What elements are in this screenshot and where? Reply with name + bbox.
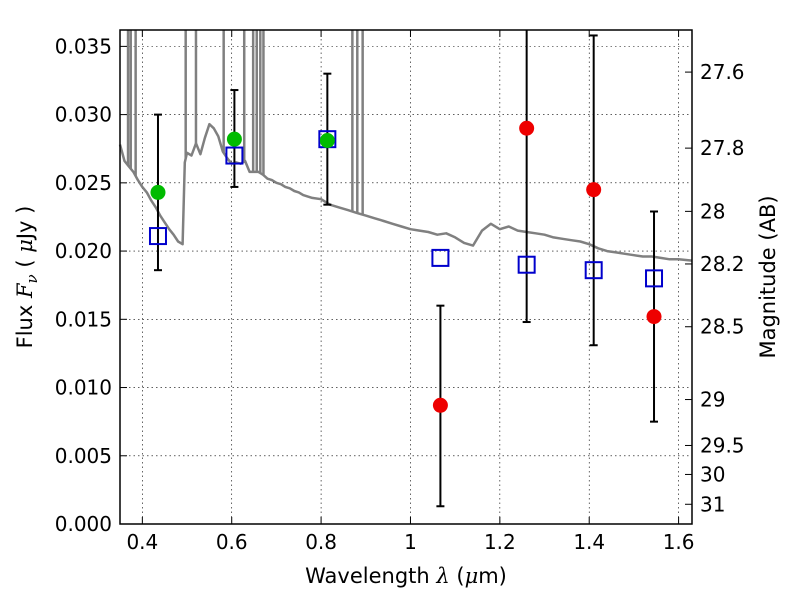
y2-tick-label: 29.5 <box>700 433 745 457</box>
ticks <box>120 30 692 525</box>
model-band-square <box>645 269 664 288</box>
y2-tick-label: 28.5 <box>700 315 745 339</box>
plot-frame <box>119 29 693 525</box>
y2-axis-title: Magnitude (AB) <box>756 195 780 358</box>
observed-markers <box>150 120 662 413</box>
y2-tick-label: 30 <box>700 462 725 486</box>
y-axis-symbol: F <box>13 282 37 299</box>
x-tick-label: 1 <box>404 530 417 554</box>
y-axis-title: Flux Fν ( μJy ) <box>13 206 41 349</box>
model-band-markers <box>148 130 664 288</box>
x-tick-label: 0.8 <box>305 530 337 554</box>
y-tick-label: 0.015 <box>55 307 112 331</box>
grid <box>120 30 692 525</box>
errorbars <box>153 30 659 508</box>
x-tick-label: 1.2 <box>484 530 516 554</box>
y2-tick-label: 28 <box>700 199 725 223</box>
x-axis-title: Wavelength λ (μm) <box>305 564 507 588</box>
y-axis-symbol-subscript: ν <box>23 274 41 283</box>
y2-tick-label: 27.6 <box>700 60 745 84</box>
x-axis-unit: m) <box>478 564 507 588</box>
model-spectrum <box>118 30 693 262</box>
detection-point <box>226 131 242 147</box>
model-band-square <box>517 255 536 274</box>
x-tick-label: 0.4 <box>126 530 158 554</box>
model-continuum <box>118 122 693 262</box>
y-axis-unit-open: ( <box>13 253 37 275</box>
y-tick-label: 0.025 <box>55 171 112 195</box>
y2-tick-label: 28.2 <box>700 252 745 276</box>
y-tick-label: 0.000 <box>55 512 112 536</box>
y-axis-title-prefix: Flux <box>13 298 37 348</box>
detection-point <box>319 133 335 149</box>
x-tick-label: 0.6 <box>216 530 248 554</box>
x-axis-unit-symbol: μ <box>465 564 479 588</box>
y-axis-unit: Jy ) <box>13 206 37 242</box>
x-axis-unit-open: ( <box>450 564 465 588</box>
model-band-square <box>148 227 167 246</box>
nondetection-point <box>646 309 662 325</box>
y-axis-unit-symbol: μ <box>13 239 37 253</box>
model-band-square <box>431 248 450 267</box>
model-band-square <box>225 146 244 165</box>
nondetection-point <box>586 182 602 198</box>
model-band-square <box>584 261 603 280</box>
tick-labels: 0.4 0.6 0.8 1 1.2 1.4 1.6 0.000 0.005 0.010 0.015 0… <box>55 34 745 554</box>
y-tick-label: 0.010 <box>55 376 112 400</box>
y-tick-label: 0.005 <box>55 444 112 468</box>
x-tick-label: 1.6 <box>663 530 695 554</box>
y2-tick-label: 29 <box>700 388 725 412</box>
x-tick-label: 1.4 <box>573 530 605 554</box>
y2-tick-label: 31 <box>700 492 725 516</box>
detection-point <box>150 184 166 200</box>
y2-tick-label: 27.8 <box>700 136 745 160</box>
y-tick-label: 0.030 <box>55 103 112 127</box>
nondetection-point <box>432 397 448 413</box>
x-axis-symbol: λ <box>435 564 449 588</box>
y-tick-label: 0.035 <box>55 34 112 58</box>
nondetection-point <box>519 120 535 136</box>
y-tick-label: 0.020 <box>55 239 112 263</box>
x-axis-title-prefix: Wavelength <box>305 564 436 588</box>
